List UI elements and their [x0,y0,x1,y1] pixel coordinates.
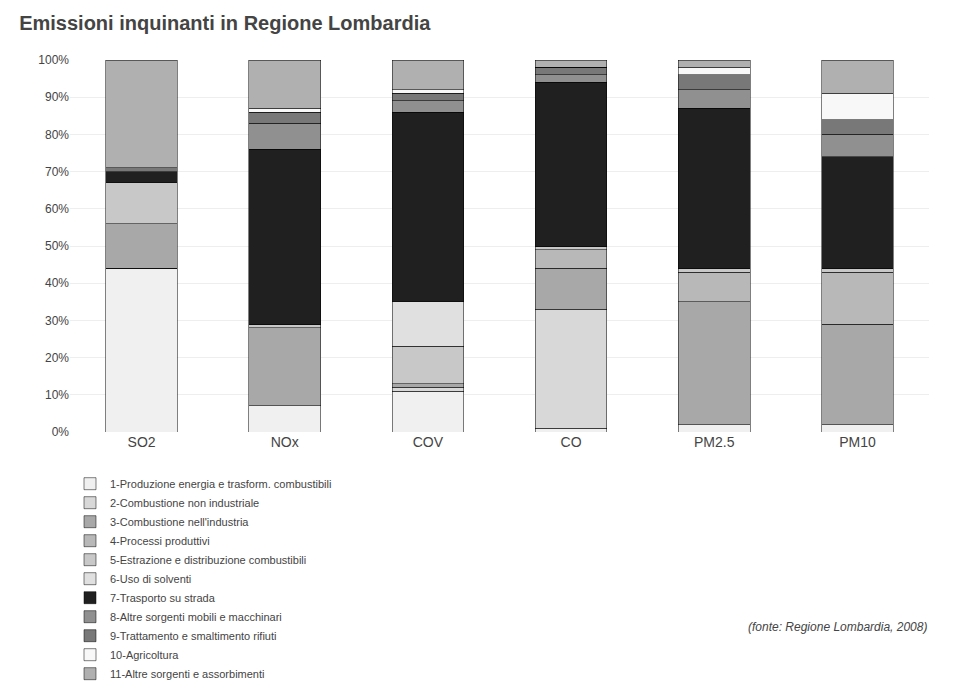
svg-text:60%: 60% [45,202,69,216]
svg-text:90%: 90% [45,90,69,104]
svg-text:PM2.5: PM2.5 [694,434,735,450]
svg-text:0%: 0% [52,425,70,439]
svg-text:Emissioni inquinanti in Region: Emissioni inquinanti in Regione Lombardi… [19,12,431,34]
svg-text:8-Altre sorgenti mobili e macc: 8-Altre sorgenti mobili e macchinari [110,611,282,623]
svg-text:80%: 80% [45,128,69,142]
svg-text:10-Agricoltura: 10-Agricoltura [110,649,179,661]
svg-text:7-Trasporto su strada: 7-Trasporto su strada [110,592,216,604]
svg-text:6-Uso di solventi: 6-Uso di solventi [110,573,191,585]
svg-text:CO: CO [561,434,582,450]
svg-text:70%: 70% [45,165,69,179]
svg-text:SO2: SO2 [128,434,156,450]
svg-text:PM10: PM10 [839,434,876,450]
svg-text:4-Processi produttivi: 4-Processi produttivi [110,535,210,547]
svg-text:2-Combustione non industriale: 2-Combustione non industriale [110,497,259,509]
svg-text:9-Trattamento e smaltimento ri: 9-Trattamento e smaltimento rifiuti [110,630,276,642]
svg-text:1-Produzione energia e trasfor: 1-Produzione energia e trasform. combust… [110,478,331,490]
svg-text:3-Combustione nell'industria: 3-Combustione nell'industria [110,516,249,528]
svg-text:30%: 30% [45,314,69,328]
svg-text:10%: 10% [45,388,69,402]
svg-text:5-Estrazione e distribuzione c: 5-Estrazione e distribuzione combustibil… [110,554,306,566]
svg-text:11-Altre sorgenti e assorbimen: 11-Altre sorgenti e assorbimenti [110,668,264,680]
svg-text:40%: 40% [45,276,69,290]
svg-text:NOx: NOx [271,434,299,450]
svg-text:COV: COV [413,434,444,450]
svg-text:50%: 50% [45,239,69,253]
svg-text:100%: 100% [38,53,69,67]
svg-text:(fonte: Regione Lombardia, 200: (fonte: Regione Lombardia, 2008) [748,620,927,634]
svg-text:20%: 20% [45,351,69,365]
